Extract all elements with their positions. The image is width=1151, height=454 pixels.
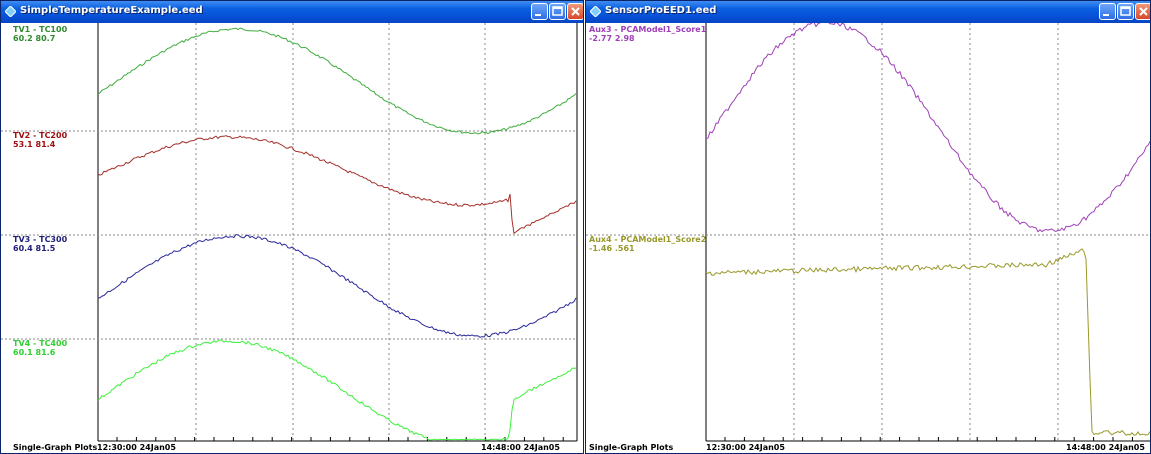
trend-plot — [1, 23, 578, 442]
trace-tv4 — [97, 339, 577, 441]
trace-label-tv1: TV1 - TC100 60.2 80.7 — [13, 25, 67, 43]
trace-label-aux3: Aux3 - PCAModel1_Score1 -2.77 2.98 — [589, 25, 706, 43]
title-bar[interactable]: SimpleTemperatureExample.eed — [1, 1, 583, 23]
trace-tv2 — [97, 135, 577, 235]
trace-range: 53.1 81.4 — [13, 140, 56, 149]
time-end: 14:48:00 24Jan05 — [1066, 443, 1145, 452]
trace-tv3 — [97, 233, 577, 338]
window-simple-temperature[interactable]: SimpleTemperatureExample.eed TV1 - TC100… — [0, 0, 584, 454]
plot-area[interactable]: TV1 - TC100 60.2 80.7 TV2 - TC200 53.1 8… — [1, 23, 583, 453]
minimize-button[interactable] — [531, 3, 548, 20]
window-title: SimpleTemperatureExample.eed — [20, 5, 203, 16]
close-icon — [1139, 7, 1148, 16]
trace-label-aux4: Aux4 - PCAModel1_Score2 -1.46 .561 — [589, 235, 706, 253]
minimize-icon — [535, 14, 541, 16]
trace-range: 60.2 80.7 — [13, 34, 56, 43]
maximize-icon — [1120, 6, 1131, 16]
trace-name: TV2 - TC200 — [13, 131, 68, 140]
maximize-icon — [552, 6, 563, 16]
trace-name: Aux4 - PCAModel1_Score2 — [589, 235, 707, 244]
trace-label-tv3: TV3 - TC300 60.4 81.5 — [13, 235, 67, 253]
trace-label-tv2: TV2 - TC200 53.1 81.4 — [13, 131, 67, 149]
trace-name: TV1 - TC100 — [13, 25, 68, 34]
trace-label-tv4: TV4 - TC400 60.1 81.6 — [13, 339, 67, 357]
app-icon — [5, 6, 16, 17]
trend-plot — [586, 23, 1150, 442]
plot-area[interactable]: Aux3 - PCAModel1_Score1 -2.77 2.98 Aux4 … — [586, 23, 1150, 453]
trace-name: TV3 - TC300 — [13, 235, 68, 244]
minimize-icon — [1103, 14, 1109, 16]
trace-aux4 — [705, 248, 1150, 436]
maximize-button[interactable] — [549, 3, 566, 20]
footer-mode-label: Single-Graph Plots — [13, 443, 98, 452]
trace-range: -1.46 .561 — [589, 244, 635, 253]
maximize-button[interactable] — [1117, 3, 1134, 20]
close-button[interactable] — [1135, 3, 1150, 20]
time-start: 12:30:00 24Jan05 — [706, 443, 785, 452]
trace-range: -2.77 2.98 — [589, 34, 635, 43]
time-end: 14:48:00 24Jan05 — [481, 443, 560, 452]
trace-aux3 — [705, 23, 1150, 233]
window-title: SensorProEED1.eed — [605, 5, 717, 16]
trace-tv1 — [97, 27, 577, 135]
time-start: 12:30:00 24Jan05 — [97, 443, 176, 452]
trace-name: Aux3 - PCAModel1_Score1 — [589, 25, 707, 34]
title-bar[interactable]: SensorProEED1.eed — [586, 1, 1150, 23]
trace-name: TV4 - TC400 — [13, 339, 68, 348]
close-icon — [571, 7, 580, 16]
trace-range: 60.1 81.6 — [13, 348, 56, 357]
minimize-button[interactable] — [1099, 3, 1116, 20]
trace-range: 60.4 81.5 — [13, 244, 56, 253]
app-icon — [590, 6, 601, 17]
window-sensorpro[interactable]: SensorProEED1.eed Aux3 - PCAModel1_Score… — [585, 0, 1151, 454]
footer-mode-label: Single-Graph Plots — [589, 443, 674, 452]
close-button[interactable] — [567, 3, 583, 20]
